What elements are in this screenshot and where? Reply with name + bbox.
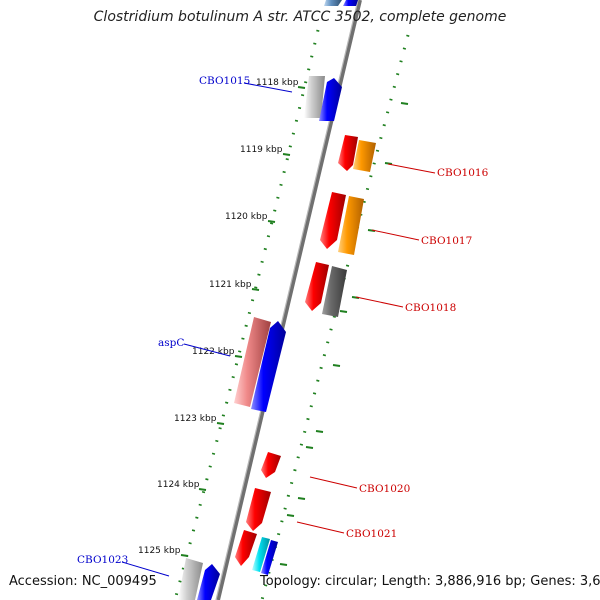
cds-block bbox=[235, 530, 278, 575]
gene-label-cbo1023[interactable]: CBO1023 bbox=[77, 554, 170, 577]
kbp-marker: 1119 kbp bbox=[240, 145, 291, 156]
cds-block bbox=[246, 488, 271, 531]
gene-label-cbo1017[interactable]: CBO1017 bbox=[371, 229, 472, 247]
kbp-marker: 1125 kbp bbox=[138, 546, 189, 557]
svg-text:1119 kbp: 1119 kbp bbox=[240, 145, 283, 155]
svg-text:CBO1020: CBO1020 bbox=[359, 483, 410, 495]
outer-tick-dashes bbox=[279, 102, 409, 566]
map-title: Clostridium botulinum A str. ATCC 3502, … bbox=[93, 9, 507, 25]
svg-text:1124 kbp: 1124 kbp bbox=[157, 480, 200, 490]
gene-label-cbo1015[interactable]: CBO1015 bbox=[199, 75, 293, 93]
svg-text:CBO1017: CBO1017 bbox=[421, 235, 472, 247]
genome-backbone bbox=[216, 0, 362, 600]
svg-text:CBO1015: CBO1015 bbox=[199, 75, 250, 87]
gene-label-cbo1016[interactable]: CBO1016 bbox=[387, 163, 489, 179]
gene-label-cbo1020[interactable]: CBO1020 bbox=[309, 476, 410, 495]
kbp-marker: 1118 kbp bbox=[256, 78, 306, 89]
cds-block bbox=[305, 262, 347, 317]
kbp-marker: 1123 kbp bbox=[174, 414, 225, 425]
cds-block bbox=[304, 76, 342, 121]
svg-text:CBO1021: CBO1021 bbox=[346, 528, 397, 540]
svg-text:1123 kbp: 1123 kbp bbox=[174, 414, 217, 424]
kbp-marker: 1120 kbp bbox=[225, 212, 276, 223]
svg-text:1121 kbp: 1121 kbp bbox=[209, 280, 252, 290]
cds-features bbox=[178, 0, 376, 600]
genome-summary-text: Topology: circular; Length: 3,886,916 bp… bbox=[260, 574, 600, 589]
svg-text:CBO1016: CBO1016 bbox=[437, 167, 489, 179]
kbp-marker: 1121 kbp bbox=[209, 280, 260, 291]
svg-text:1120 kbp: 1120 kbp bbox=[225, 212, 268, 222]
gene-label-cbo1018[interactable]: CBO1018 bbox=[355, 296, 456, 314]
gene-label-cbo1021[interactable]: CBO1021 bbox=[296, 521, 397, 540]
cds-block bbox=[338, 135, 376, 172]
gene-labels: CBO1015 CBO1016 CBO1017 CBO1018 aspC CBO… bbox=[77, 75, 489, 577]
gene-label-aspc[interactable]: aspC bbox=[158, 337, 231, 357]
cds-block bbox=[178, 558, 220, 600]
inner-tick-track bbox=[173, 29, 320, 600]
svg-text:1118 kbp: 1118 kbp bbox=[256, 78, 299, 88]
cds-block bbox=[320, 192, 364, 255]
kbp-marker: 1124 kbp bbox=[157, 480, 207, 491]
svg-text:1125 kbp: 1125 kbp bbox=[138, 546, 181, 556]
kbp-scale: 1118 kbp 1119 kbp 1120 kbp 1121 kbp 1122… bbox=[138, 78, 306, 557]
cds-block bbox=[234, 317, 286, 412]
cds-block bbox=[324, 0, 358, 6]
accession-text: Accession: NC_009495 bbox=[9, 574, 157, 589]
cds-block bbox=[261, 452, 281, 478]
svg-text:aspC: aspC bbox=[158, 337, 184, 349]
svg-text:CBO1023: CBO1023 bbox=[77, 554, 128, 566]
svg-text:CBO1018: CBO1018 bbox=[405, 302, 456, 314]
